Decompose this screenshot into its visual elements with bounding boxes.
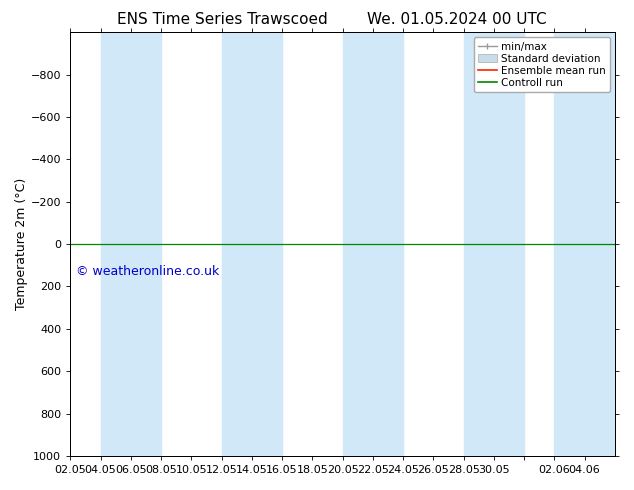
Bar bbox=[463, 32, 494, 456]
Bar bbox=[585, 32, 615, 456]
Legend: min/max, Standard deviation, Ensemble mean run, Controll run: min/max, Standard deviation, Ensemble me… bbox=[474, 37, 610, 92]
Bar bbox=[342, 32, 373, 456]
Bar bbox=[131, 32, 161, 456]
Text: ENS Time Series Trawscoed: ENS Time Series Trawscoed bbox=[117, 12, 327, 27]
Bar bbox=[373, 32, 403, 456]
Y-axis label: Temperature 2m (°C): Temperature 2m (°C) bbox=[15, 178, 28, 310]
Bar bbox=[221, 32, 252, 456]
Bar bbox=[494, 32, 524, 456]
Bar bbox=[252, 32, 282, 456]
Bar bbox=[554, 32, 585, 456]
Bar bbox=[101, 32, 131, 456]
Text: © weatheronline.co.uk: © weatheronline.co.uk bbox=[75, 265, 219, 278]
Text: We. 01.05.2024 00 UTC: We. 01.05.2024 00 UTC bbox=[366, 12, 547, 27]
